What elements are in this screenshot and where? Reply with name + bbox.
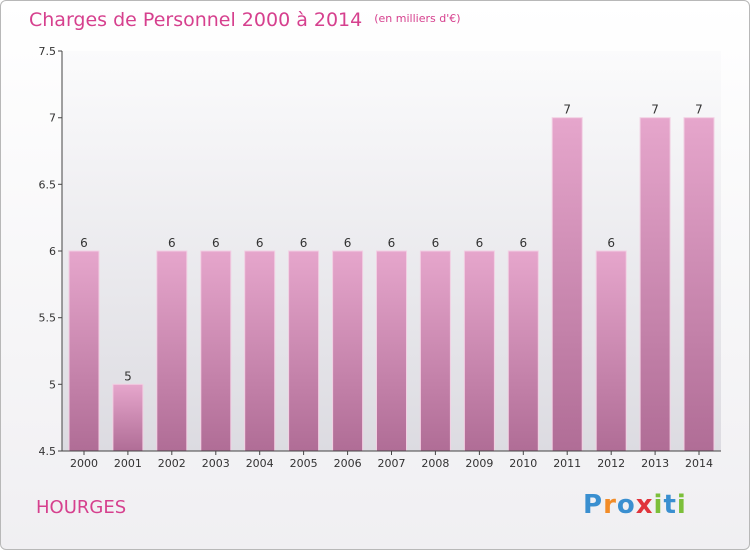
bar-2014 (683, 117, 715, 452)
data-label-2014: 7 (695, 103, 703, 117)
logo-letter: t (663, 490, 677, 520)
data-label-2000: 6 (80, 236, 88, 250)
x-tick-label-2007: 2007 (378, 457, 406, 470)
chart-title-text: Charges de Personnel 2000 à 2014 (29, 9, 363, 31)
data-label-2009: 6 (476, 236, 484, 250)
data-label-2007: 6 (388, 236, 396, 250)
commune-name: HOURGES (36, 497, 127, 518)
data-label-2006: 6 (344, 236, 352, 250)
bar-2004 (244, 250, 276, 452)
unit-note: (en milliers d'€) (374, 12, 461, 25)
x-tick-label-2005: 2005 (290, 457, 318, 470)
x-tick-label-2011: 2011 (553, 457, 581, 470)
data-label-2011: 7 (563, 103, 571, 117)
data-label-2012: 6 (607, 236, 615, 250)
data-label-2001: 5 (124, 369, 132, 383)
data-label-2008: 6 (432, 236, 440, 250)
chart-title: Charges de Personnel 2000 à 2014 (en mill… (29, 9, 461, 31)
bar-2005 (288, 250, 320, 452)
y-tick-label-5.5: 5.5 (39, 312, 57, 325)
x-tick-label-2006: 2006 (334, 457, 362, 470)
x-tick-label-2009: 2009 (465, 457, 493, 470)
logo-letter: o (616, 490, 636, 520)
logo-letter: x (635, 490, 654, 520)
bar-2001 (112, 383, 144, 452)
data-label-2004: 6 (256, 236, 264, 250)
bar-2011 (551, 117, 583, 452)
bar-2009 (463, 250, 495, 452)
x-tick-label-2012: 2012 (597, 457, 625, 470)
x-tick-label-2000: 2000 (70, 457, 98, 470)
y-tick-label-4.5: 4.5 (39, 445, 57, 458)
data-label-2002: 6 (168, 236, 176, 250)
data-label-2013: 7 (651, 103, 659, 117)
logo-letter: i (676, 490, 687, 520)
x-tick-label-2008: 2008 (421, 457, 449, 470)
bar-2000 (68, 250, 100, 452)
x-tick-label-2004: 2004 (246, 457, 274, 470)
data-label-2005: 6 (300, 236, 308, 250)
x-tick-label-2002: 2002 (158, 457, 186, 470)
data-label-2003: 6 (212, 236, 220, 250)
y-tick-label-7.5: 7.5 (39, 45, 57, 58)
y-tick-label-5: 5 (49, 378, 56, 391)
y-tick-label-6: 6 (49, 245, 56, 258)
logo-letter: i (653, 490, 664, 520)
x-tick-label-2013: 2013 (641, 457, 669, 470)
bar-2006 (332, 250, 364, 452)
logo-letter: r (603, 490, 617, 520)
x-tick-label-2001: 2001 (114, 457, 142, 470)
bar-2013 (639, 117, 671, 452)
bar-2010 (507, 250, 539, 452)
y-tick-label-7: 7 (49, 112, 56, 125)
bar-2002 (156, 250, 188, 452)
data-label-2010: 6 (519, 236, 527, 250)
proxiti-logo: Proxiti (583, 490, 687, 520)
x-tick-label-2003: 2003 (202, 457, 230, 470)
bar-2003 (200, 250, 232, 452)
bar-2007 (376, 250, 407, 452)
x-tick-label-2010: 2010 (509, 457, 537, 470)
x-tick-label-2014: 2014 (685, 457, 713, 470)
logo-letter: P (583, 490, 604, 520)
bar-2008 (419, 250, 451, 452)
bar-2012 (595, 250, 627, 452)
y-tick-label-6.5: 6.5 (39, 178, 57, 191)
